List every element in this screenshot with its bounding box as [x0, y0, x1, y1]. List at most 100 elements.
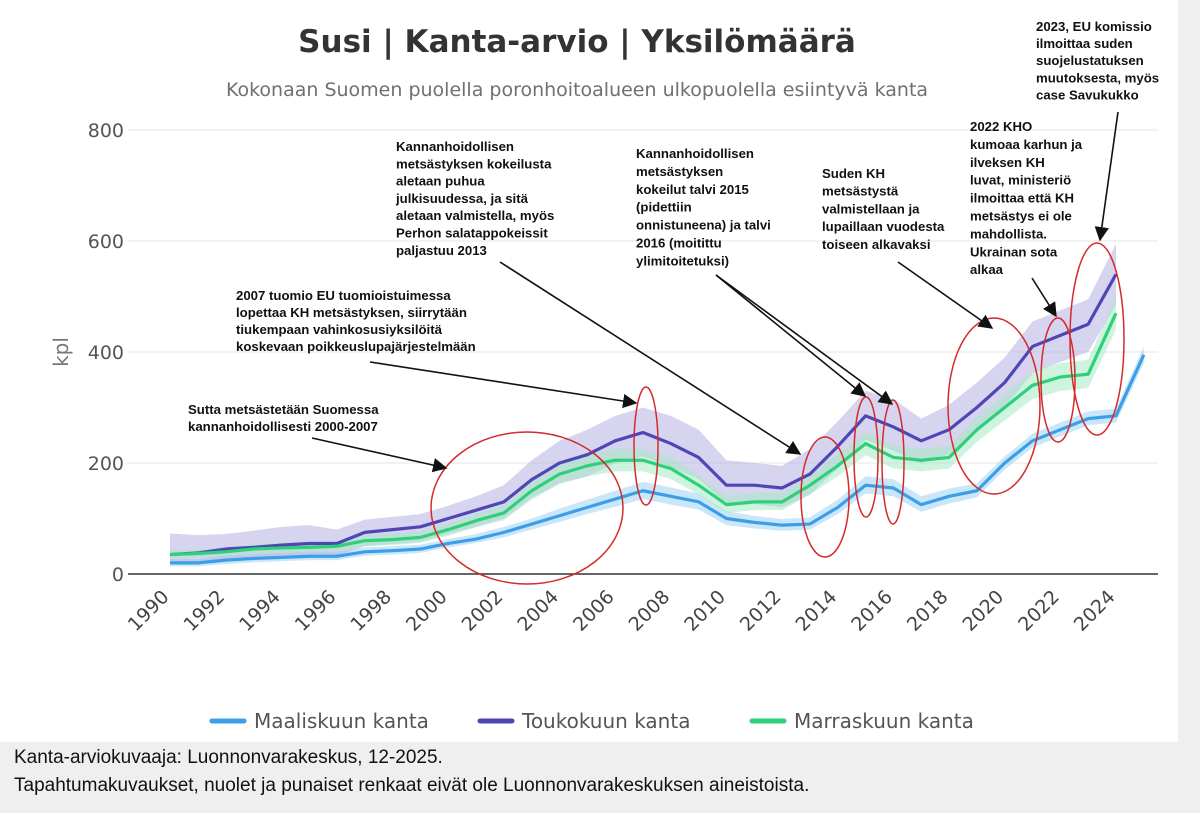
annotation-line: lupaillaan vuodesta [822, 219, 945, 234]
annotation-line: ilmoittaa että KH [970, 191, 1074, 206]
x-tick-label: 2002 [458, 586, 508, 636]
annotation-line: onnistuneena) ja talvi [636, 218, 771, 233]
annotation-line: (pidettiin [636, 200, 692, 215]
annotation-line: toiseen alkavaksi [822, 237, 931, 252]
y-axis-label: kpl [49, 337, 73, 367]
source-note: Kanta-arviokuvaaja: Luonnonvarakeskus, 1… [14, 744, 1184, 800]
event-circle [1069, 242, 1125, 436]
y-tick-label: 600 [88, 231, 124, 253]
x-tick-label: 2024 [1070, 586, 1120, 636]
annotation-line: suojelustatuksen [1036, 53, 1144, 68]
annotation-text: Suden KH metsästystä valmistellaan ja lupai… [822, 166, 945, 252]
event-circle [1040, 317, 1076, 443]
legend-label: Marraskuun kanta [794, 709, 974, 733]
annotation-line: kokeilut talvi 2015 [636, 182, 749, 197]
annotation-line: koskevaan poikkeuslupajärjestelmään [236, 339, 476, 354]
annotation-line: julkisuudessa, ja sitä [395, 191, 529, 206]
annotation-line: metsästystä [822, 184, 899, 199]
annotation-line: 2007 tuomio EU tuomioistuimessa [236, 288, 451, 303]
x-tick-label: 2018 [903, 586, 953, 636]
x-tick-label: 1990 [124, 586, 174, 636]
annotation-line: Ukrainan sota [970, 244, 1058, 259]
chart-panel: Susi | Kanta-arvio | Yksilömäärä Kokonaa… [0, 0, 1178, 742]
annotation-line: metsästys ei ole [970, 209, 1072, 224]
event-annotations: Sutta metsästetään Suomessa kannanhoidoll… [188, 19, 1159, 434]
x-tick-label: 1998 [346, 586, 396, 636]
annotation-line: case Savukukko [1036, 87, 1139, 102]
x-tick-label: 2000 [402, 586, 452, 636]
event-circle [853, 396, 879, 518]
confidence-band [170, 243, 1116, 563]
annotation-text: Sutta metsästetään Suomessa kannanhoidoll… [188, 402, 379, 434]
annotation-line: ilmoittaa suden [1036, 36, 1133, 51]
x-tick-label: 2010 [680, 586, 730, 636]
event-circle [800, 436, 850, 558]
event-arrow [715, 274, 894, 405]
event-circles [430, 242, 1125, 585]
event-arrow [897, 261, 994, 329]
annotation-line: aletaan valmistella, myös [396, 208, 554, 223]
event-circle [947, 317, 1041, 495]
annotation-line: kumoaa karhun ja [970, 137, 1083, 152]
x-tick-label: 1992 [179, 586, 229, 636]
x-tick-label: 2022 [1014, 586, 1064, 636]
y-tick-labels: 0 200 400 600 800 [88, 120, 124, 586]
annotation-text: 2023, EU komissio ilmoittaa suden suojelus… [1036, 19, 1159, 102]
annotation-line: 2016 (moitittu [636, 236, 722, 251]
event-arrow [369, 361, 638, 409]
series-line [170, 354, 1146, 565]
source-line: Kanta-arviokuvaaja: Luonnonvarakeskus, 1… [14, 747, 443, 768]
series-line [169, 312, 1118, 557]
annotation-line: muutoksesta, myös [1036, 70, 1159, 85]
x-tick-labels: 1990 1992 1994 1996 1998 2000 2002 2004 2006 2008… [124, 586, 1120, 636]
event-arrow [311, 437, 448, 473]
y-tick-label: 0 [112, 564, 124, 586]
series-lines [169, 273, 1146, 565]
chart-subtitle: Kokonaan Suomen puolella poronhoitoaluee… [226, 79, 928, 101]
annotation-line: ilveksen KH [970, 155, 1045, 170]
confidence-bands [170, 243, 1144, 567]
annotation-line: ylimitoitetuksi) [636, 253, 729, 268]
annotation-line: Kannanhoidollisen [636, 146, 754, 161]
x-tick-label: 2016 [847, 586, 897, 636]
event-arrow [715, 274, 867, 397]
annotation-line: Sutta metsästetään Suomessa [188, 402, 379, 417]
x-tick-label: 2004 [513, 586, 563, 636]
annotation-line: Kannanhoidollisen [396, 139, 514, 154]
x-tick-label: 1994 [235, 586, 285, 636]
annotation-line: kannanhoidollisesti 2000-2007 [188, 419, 378, 434]
x-tick-label: 2006 [569, 586, 619, 636]
legend: Maaliskuun kanta Toukokuun kanta Marraskuu… [209, 709, 974, 733]
legend-label: Toukokuun kanta [521, 709, 690, 733]
annotation-line: tiukempaan vahinkosusiyksilöitä [236, 322, 443, 337]
event-arrow [499, 261, 802, 455]
chart-title: Susi | Kanta-arvio | Yksilömäärä [298, 24, 856, 60]
annotation-text: Kannanhoidollisen metsästyksen kokeilut ta… [636, 146, 771, 268]
annotation-line: mahdollista. [970, 226, 1047, 241]
annotation-text: Kannanhoidollisen metsästyksen kokeilusta… [395, 139, 554, 258]
y-tick-label: 200 [88, 453, 124, 475]
annotation-line: 2022 KHO [970, 119, 1032, 134]
annotation-line: Perhon salatappokeissit [396, 226, 548, 241]
x-tick-label: 2008 [625, 586, 675, 636]
x-tick-label: 2014 [792, 586, 842, 636]
event-arrows [311, 111, 1119, 473]
wolf-population-chart: Susi | Kanta-arvio | Yksilömäärä Kokonaa… [49, 19, 1159, 733]
annotation-line: paljastuu 2013 [396, 243, 487, 258]
event-circle [633, 386, 659, 506]
legend-label: Maaliskuun kanta [254, 709, 429, 733]
y-tick-label: 400 [88, 342, 124, 364]
x-tick-label: 2012 [736, 586, 786, 636]
annotation-line: luvat, ministeriö [970, 173, 1071, 188]
annotation-line: metsästyksen kokeilusta [396, 156, 552, 171]
event-circle [430, 431, 624, 585]
x-tick-label: 1996 [291, 586, 341, 636]
event-arrow [1094, 111, 1119, 242]
grid-layer [128, 129, 1158, 575]
annotation-text: 2022 KHO kumoaa karhun ja ilveksen KH luvat… [970, 119, 1083, 277]
annotation-line: metsästyksen [636, 164, 723, 179]
x-tick-label: 2020 [958, 586, 1008, 636]
annotation-line: Suden KH [822, 166, 885, 181]
annotation-line: valmistellaan ja [822, 201, 920, 216]
annotation-text: 2007 tuomio EU tuomioistuimessa lopettaa … [236, 288, 476, 354]
